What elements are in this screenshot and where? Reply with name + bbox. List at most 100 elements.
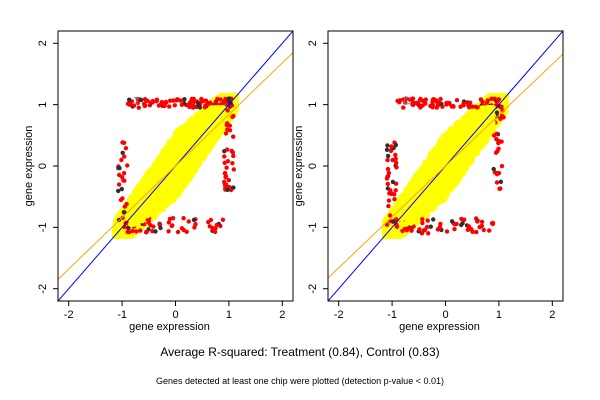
- outlier-point: [124, 201, 129, 207]
- outlier-point: [195, 101, 201, 106]
- outlier-point: [197, 105, 203, 110]
- outlier-point: [208, 217, 214, 223]
- data-point: [233, 93, 238, 98]
- outlier-point: [138, 97, 144, 103]
- data-point: [212, 106, 217, 112]
- outlier-point: [123, 146, 129, 151]
- outlier-point: [214, 222, 219, 228]
- data-point: [159, 172, 164, 178]
- data-point: [137, 218, 143, 224]
- outlier-point: [168, 98, 173, 103]
- outlier-point: [120, 196, 125, 201]
- y-tick-label: 0: [37, 163, 49, 169]
- outlier-point: [215, 96, 220, 102]
- data-point: [182, 138, 187, 144]
- data-point: [180, 167, 186, 173]
- data-point: [144, 197, 150, 202]
- data-point: [175, 157, 181, 163]
- data-point: [228, 117, 233, 123]
- data-point: [180, 126, 186, 131]
- outlier-point: [157, 222, 163, 227]
- outlier-point: [119, 157, 124, 163]
- data-point: [131, 202, 137, 208]
- outlier-point: [116, 165, 121, 171]
- outlier-point: [230, 114, 235, 120]
- data-point: [161, 207, 167, 213]
- outlier-point: [210, 225, 215, 231]
- outlier-point: [121, 210, 127, 215]
- data-point: [114, 234, 119, 240]
- outlier-point: [231, 185, 236, 190]
- data-point: [142, 210, 147, 216]
- outlier-point: [122, 178, 127, 183]
- data-point: [135, 214, 141, 220]
- data-point: [160, 200, 166, 206]
- data-point: [194, 147, 199, 153]
- outlier-point: [224, 165, 229, 170]
- x-tick-label: -1: [117, 309, 127, 321]
- outlier-point: [225, 108, 230, 113]
- data-point: [205, 137, 210, 143]
- outlier-point: [138, 228, 143, 233]
- data-point: [204, 112, 210, 118]
- outlier-point: [226, 96, 232, 101]
- outlier-point: [142, 97, 148, 102]
- outlier-point: [179, 102, 185, 108]
- outlier-point: [175, 229, 181, 235]
- data-point: [193, 168, 198, 174]
- outlier-point: [150, 100, 155, 105]
- outlier-point: [126, 225, 131, 231]
- outlier-point: [167, 104, 172, 109]
- outlier-point: [222, 99, 227, 105]
- outlier-point: [120, 215, 125, 220]
- outlier-point: [225, 147, 230, 152]
- outlier-point: [222, 160, 227, 165]
- data-point: [142, 205, 148, 211]
- fit-line: [58, 52, 293, 280]
- data-point: [178, 146, 184, 152]
- panel-annotation: T: [134, 96, 141, 108]
- outlier-point: [227, 128, 233, 133]
- data-point: [173, 172, 179, 178]
- outlier-point: [184, 229, 189, 234]
- data-point: [212, 133, 218, 139]
- data-point: [156, 195, 162, 201]
- outlier-point: [159, 100, 164, 105]
- outlier-point: [170, 216, 176, 221]
- data-point: [162, 158, 168, 164]
- outlier-point: [230, 161, 235, 166]
- data-point: [112, 218, 118, 224]
- data-point: [169, 140, 174, 146]
- outlier-point: [144, 229, 149, 234]
- data-point: [170, 184, 176, 190]
- outlier-point: [162, 103, 167, 109]
- outlier-point: [222, 171, 228, 176]
- outlier-point: [182, 97, 187, 102]
- outlier-point: [122, 154, 127, 159]
- data-point: [185, 148, 191, 154]
- outlier-point: [158, 225, 163, 231]
- outlier-point: [199, 96, 204, 102]
- outlier-point: [116, 188, 121, 194]
- x-tick-label: 1: [226, 309, 232, 321]
- data-point: [175, 177, 181, 183]
- data-point: [175, 149, 181, 155]
- outlier-point: [166, 229, 171, 234]
- data-point: [153, 207, 159, 213]
- outlier-point: [225, 187, 230, 192]
- outlier-point: [119, 174, 125, 180]
- outlier-point: [181, 216, 186, 221]
- data-point: [209, 123, 214, 129]
- y-axis-label: gene expression: [23, 126, 35, 207]
- data-point: [166, 164, 172, 169]
- outlier-point: [120, 150, 125, 155]
- outlier-point: [126, 230, 132, 235]
- outlier-point: [116, 182, 122, 187]
- data-point: [156, 162, 162, 168]
- data-point: [195, 124, 201, 130]
- data-point: [188, 134, 194, 139]
- outlier-point: [227, 123, 232, 128]
- outlier-point: [170, 223, 175, 228]
